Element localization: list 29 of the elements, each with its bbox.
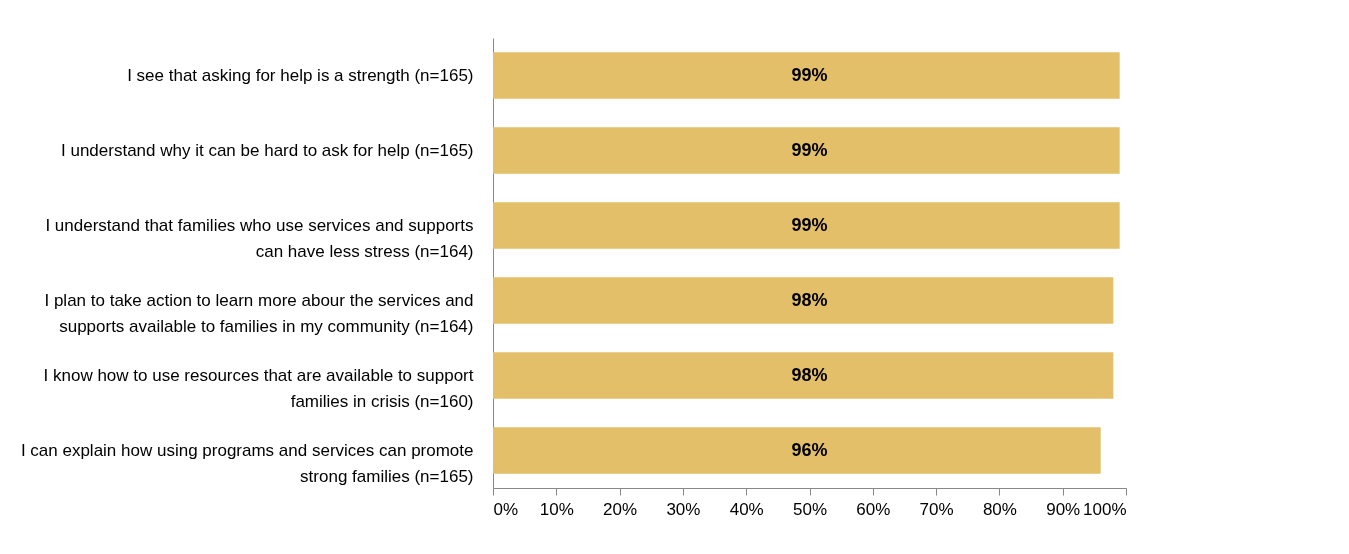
data-label: 99%: [791, 214, 828, 235]
x-tick-label: 30%: [666, 499, 701, 519]
bar: [493, 427, 1101, 474]
x-tick-label: 80%: [982, 499, 1017, 519]
bar: [493, 352, 1114, 399]
data-label: 98%: [791, 364, 828, 385]
data-label: 98%: [791, 289, 828, 310]
bar: [493, 202, 1120, 249]
y-tick-label: I plan to take action to learn more abour the services and supports available to families in my community (n=164): [44, 290, 474, 336]
x-tick-label: 40%: [729, 499, 764, 519]
bar: [493, 127, 1120, 174]
y-tick-label: I understand why it can be hard to ask for help (n=165): [61, 140, 474, 160]
data-label: 96%: [791, 439, 828, 460]
x-tick-label: 60%: [856, 499, 891, 519]
y-tick-label: I can explain how using programs and services can promote strong families (n=165): [20, 440, 474, 486]
y-tick-label: I know how to use resources that are available to support families in crisis (n=160): [43, 365, 474, 411]
y-tick-label: I see that asking for help is a strength (n=165): [127, 65, 474, 85]
x-tick-label: 100%: [1083, 499, 1127, 519]
x-tick-label: 90%: [1046, 499, 1081, 519]
y-tick-label: I understand that families who use services and supports can have less stress (n=164): [45, 215, 474, 261]
data-label: 99%: [791, 139, 828, 160]
bar: [493, 52, 1120, 99]
x-tick-label: 70%: [919, 499, 954, 519]
x-tick-label: 10%: [539, 499, 574, 519]
bar: [493, 277, 1114, 324]
x-tick-label: 20%: [603, 499, 638, 519]
x-tick-label: 50%: [792, 499, 828, 519]
data-label: 99%: [791, 64, 828, 85]
x-tick-label: 0%: [493, 499, 519, 519]
